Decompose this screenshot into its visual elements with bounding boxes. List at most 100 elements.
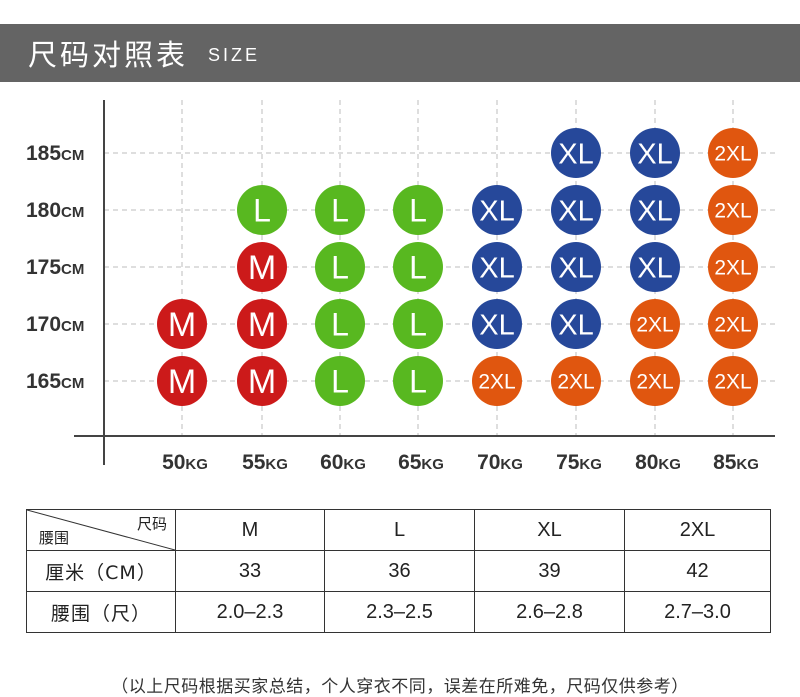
size-chart: 185CM 180CM 175CM 170CM 165CM 50KG 55KG 60KG 65K…: [26, 100, 775, 474]
corner-size-label: 尺码: [136, 515, 167, 533]
size-marker-label: M: [248, 249, 276, 287]
size-marker-label: 2XL: [714, 371, 751, 394]
size-marker: XL: [630, 185, 680, 235]
size-marker-label: L: [409, 193, 427, 229]
size-header-l: L: [324, 509, 475, 551]
size-marker: XL: [630, 128, 680, 178]
waist-size-table: 尺码 腰围 M L XL 2XL 厘米（CM） 33 36 39 42 腰围（尺…: [26, 509, 771, 633]
footnote: （以上尺码根据买家总结，个人穿衣不同，误差在所难免，尺码仅供参考）: [111, 677, 689, 697]
size-marker-label: M: [248, 306, 276, 344]
row-label-cm: 厘米（CM）: [26, 550, 176, 592]
y-tick-label: 165CM: [26, 370, 84, 393]
size-marker: XL: [551, 242, 601, 292]
size-marker: 2XL: [630, 299, 680, 349]
size-marker-label: 2XL: [714, 257, 751, 280]
corner-diagonal: [27, 510, 175, 550]
table-header-row: 尺码 腰围 M L XL 2XL: [26, 509, 771, 551]
size-marker-label: M: [168, 306, 196, 344]
table-row: 厘米（CM） 33 36 39 42: [26, 550, 771, 592]
table-cell: 2.0–2.3: [175, 591, 325, 633]
size-marker: L: [315, 299, 365, 349]
size-marker: 2XL: [472, 356, 522, 406]
table-cell: 36: [324, 550, 475, 592]
size-marker-label: L: [331, 250, 349, 286]
x-tick-label: 80KG: [635, 451, 681, 474]
size-marker-label: L: [409, 364, 427, 400]
row-label-chi: 腰围（尺）: [26, 591, 176, 633]
size-marker: XL: [472, 185, 522, 235]
size-marker-label: XL: [558, 252, 593, 284]
size-marker-label: XL: [479, 309, 514, 341]
size-marker: M: [237, 356, 287, 406]
x-tick-label: 50KG: [162, 451, 208, 474]
size-marker-label: L: [331, 193, 349, 229]
size-marker-label: XL: [558, 309, 593, 341]
x-tick-label: 65KG: [398, 451, 444, 474]
size-marker-label: XL: [637, 195, 672, 227]
x-tick-label: 70KG: [477, 451, 523, 474]
size-marker-label: M: [168, 363, 196, 401]
size-marker: XL: [551, 128, 601, 178]
y-tick-label: 185CM: [26, 142, 84, 165]
size-header-xl: XL: [474, 509, 625, 551]
size-header-2xl: 2XL: [624, 509, 771, 551]
y-tick-label: 170CM: [26, 313, 84, 336]
size-marker-label: L: [331, 364, 349, 400]
size-marker: 2XL: [551, 356, 601, 406]
header-bar: 尺码对照表 SIZE: [0, 24, 800, 82]
size-marker: XL: [472, 242, 522, 292]
size-marker-label: 2XL: [714, 200, 751, 223]
size-marker-label: M: [248, 363, 276, 401]
table-cell: 33: [175, 550, 325, 592]
size-marker: L: [315, 185, 365, 235]
x-tick-label: 85KG: [713, 451, 759, 474]
size-marker: 2XL: [708, 185, 758, 235]
size-marker: L: [315, 242, 365, 292]
size-marker-label: L: [409, 250, 427, 286]
x-tick-label: 60KG: [320, 451, 366, 474]
y-tick-label: 180CM: [26, 199, 84, 222]
size-marker-label: XL: [637, 138, 672, 170]
size-marker: L: [393, 356, 443, 406]
corner-waist-label: 腰围: [39, 529, 70, 547]
size-marker-label: XL: [558, 195, 593, 227]
size-marker: 2XL: [708, 356, 758, 406]
table-corner-cell: 尺码 腰围: [26, 509, 176, 551]
size-marker: M: [157, 299, 207, 349]
size-marker-label: L: [331, 307, 349, 343]
page-subtitle: SIZE: [208, 45, 261, 65]
size-marker-label: XL: [637, 252, 672, 284]
table-cell: 42: [624, 550, 771, 592]
x-tick-label: 55KG: [242, 451, 288, 474]
size-header-m: M: [175, 509, 325, 551]
size-marker-label: XL: [479, 252, 514, 284]
x-tick-label: 75KG: [556, 451, 602, 474]
size-marker: M: [237, 299, 287, 349]
table-row: 腰围（尺） 2.0–2.3 2.3–2.5 2.6–2.8 2.7–3.0: [26, 591, 771, 633]
size-marker: 2XL: [708, 242, 758, 292]
size-marker: XL: [472, 299, 522, 349]
size-marker-label: 2XL: [714, 314, 751, 337]
size-marker: XL: [551, 299, 601, 349]
size-marker: 2XL: [708, 128, 758, 178]
size-marker: 2XL: [708, 299, 758, 349]
size-marker: L: [315, 356, 365, 406]
size-marker: L: [393, 185, 443, 235]
size-marker: 2XL: [630, 356, 680, 406]
size-marker: M: [237, 242, 287, 292]
table-cell: 39: [474, 550, 625, 592]
size-marker: L: [393, 242, 443, 292]
size-marker-label: L: [253, 193, 271, 229]
table-cell: 2.7–3.0: [624, 591, 771, 633]
size-marker: XL: [551, 185, 601, 235]
size-marker-label: 2XL: [557, 371, 594, 394]
size-marker-label: 2XL: [636, 371, 673, 394]
page-title: 尺码对照表: [28, 38, 189, 72]
size-marker-label: 2XL: [636, 314, 673, 337]
size-marker-label: XL: [479, 195, 514, 227]
size-marker: L: [393, 299, 443, 349]
table-cell: 2.6–2.8: [474, 591, 625, 633]
size-marker-label: XL: [558, 138, 593, 170]
size-marker-label: 2XL: [714, 143, 751, 166]
size-marker: L: [237, 185, 287, 235]
